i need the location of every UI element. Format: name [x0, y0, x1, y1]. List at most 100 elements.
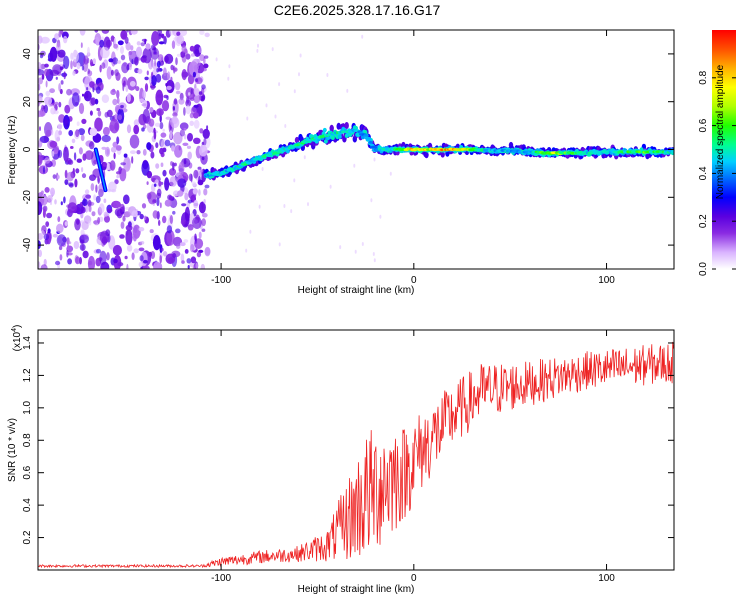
noise-blob	[158, 180, 162, 187]
colorbar-tick-label: 0.6	[698, 118, 709, 132]
noise-blob	[203, 55, 209, 59]
noise-blob	[99, 250, 107, 266]
spectrogram-ticks: -100 0 100 -40 -20 0 20 40	[22, 30, 674, 286]
noise-blob	[139, 241, 145, 245]
noise-blob	[112, 98, 118, 106]
noise-blob	[70, 60, 73, 70]
noise-blob	[45, 90, 51, 97]
noise-blob	[172, 236, 183, 247]
noise-blob	[120, 104, 124, 109]
noise-blob	[73, 241, 80, 249]
noise-blob	[184, 192, 189, 201]
noise-blob	[82, 93, 84, 97]
noise-blob	[153, 183, 157, 187]
noise-blob	[126, 244, 133, 252]
noise-blob	[66, 249, 69, 258]
noise-blob	[55, 76, 58, 80]
noise-blob	[101, 135, 111, 143]
noise-blob	[124, 255, 128, 260]
noise-blob	[183, 107, 186, 116]
noise-blob	[43, 233, 50, 240]
noise-blob	[123, 156, 131, 172]
noise-blob	[190, 173, 193, 183]
noise-blob	[149, 107, 154, 113]
noise-blob	[354, 249, 357, 254]
noise-blob	[101, 30, 110, 34]
noise-blob	[389, 171, 392, 176]
snr-marks	[38, 341, 674, 569]
ridge-core	[369, 145, 378, 149]
noise-blob	[113, 258, 118, 264]
noise-blob	[198, 231, 202, 239]
ridge-mark	[440, 151, 445, 158]
noise-blob	[110, 146, 117, 153]
noise-blob	[195, 49, 200, 55]
noise-blob	[101, 94, 110, 103]
noise-blob	[144, 215, 147, 220]
noise-blob	[75, 129, 80, 138]
noise-blob	[120, 162, 126, 166]
noise-blob	[298, 72, 300, 77]
noise-blob	[162, 169, 167, 177]
noise-blob	[81, 65, 85, 71]
noise-blob	[176, 53, 181, 57]
noise-blob	[201, 228, 206, 232]
y-tick-label: 0.2	[22, 530, 33, 544]
noise-blob	[180, 253, 185, 262]
noise-blob	[173, 67, 178, 72]
noise-blob	[178, 161, 185, 175]
noise-blob	[101, 62, 106, 69]
noise-blob	[50, 187, 55, 196]
noise-blob	[186, 258, 192, 264]
noise-blob	[174, 81, 181, 91]
noise-blob	[180, 51, 186, 58]
noise-blob	[227, 76, 230, 81]
y-tick-label: 0	[22, 146, 33, 152]
noise-blob	[170, 116, 180, 129]
noise-blob	[127, 160, 130, 169]
noise-blob	[80, 42, 83, 49]
noise-blob	[81, 244, 85, 252]
noise-blob	[199, 30, 205, 35]
noise-blob	[185, 87, 196, 100]
noise-blob	[150, 151, 155, 159]
noise-blob	[162, 128, 165, 132]
noise-blob	[198, 201, 206, 214]
noise-blob	[139, 213, 144, 220]
noise-blob	[131, 210, 138, 218]
noise-blob	[142, 108, 150, 124]
noise-blob	[190, 88, 193, 95]
noise-blob	[187, 265, 190, 269]
noise-blob	[63, 55, 70, 70]
noise-blob	[303, 155, 306, 160]
noise-blob	[112, 88, 116, 93]
noise-blob	[95, 248, 102, 254]
noise-blob	[95, 184, 98, 193]
noise-blob	[49, 88, 55, 94]
noise-blob	[117, 262, 124, 267]
noise-blob	[85, 204, 88, 213]
noise-blob	[73, 152, 77, 161]
noise-blob	[165, 116, 171, 120]
noise-blob	[154, 122, 161, 127]
noise-blob	[198, 46, 202, 53]
y-tick-label: 0.8	[22, 433, 33, 447]
noise-blob	[131, 59, 134, 65]
noise-blob	[138, 247, 145, 252]
noise-blob	[44, 63, 49, 68]
noise-blob	[162, 215, 167, 224]
noise-blob	[51, 150, 55, 157]
noise-blob	[56, 223, 64, 234]
noise-blob	[120, 54, 126, 61]
noise-blob	[107, 208, 113, 213]
noise-blob	[194, 235, 197, 245]
noise-blob	[203, 63, 209, 69]
noise-blob	[171, 40, 176, 49]
ridge-core	[368, 141, 373, 144]
noise-blob	[54, 199, 57, 205]
noise-blob	[64, 104, 71, 114]
ridge-core	[670, 150, 674, 154]
snr-xlabel: Height of straight line (km)	[298, 584, 415, 595]
noise-blob	[168, 195, 173, 201]
noise-blob	[38, 83, 41, 91]
